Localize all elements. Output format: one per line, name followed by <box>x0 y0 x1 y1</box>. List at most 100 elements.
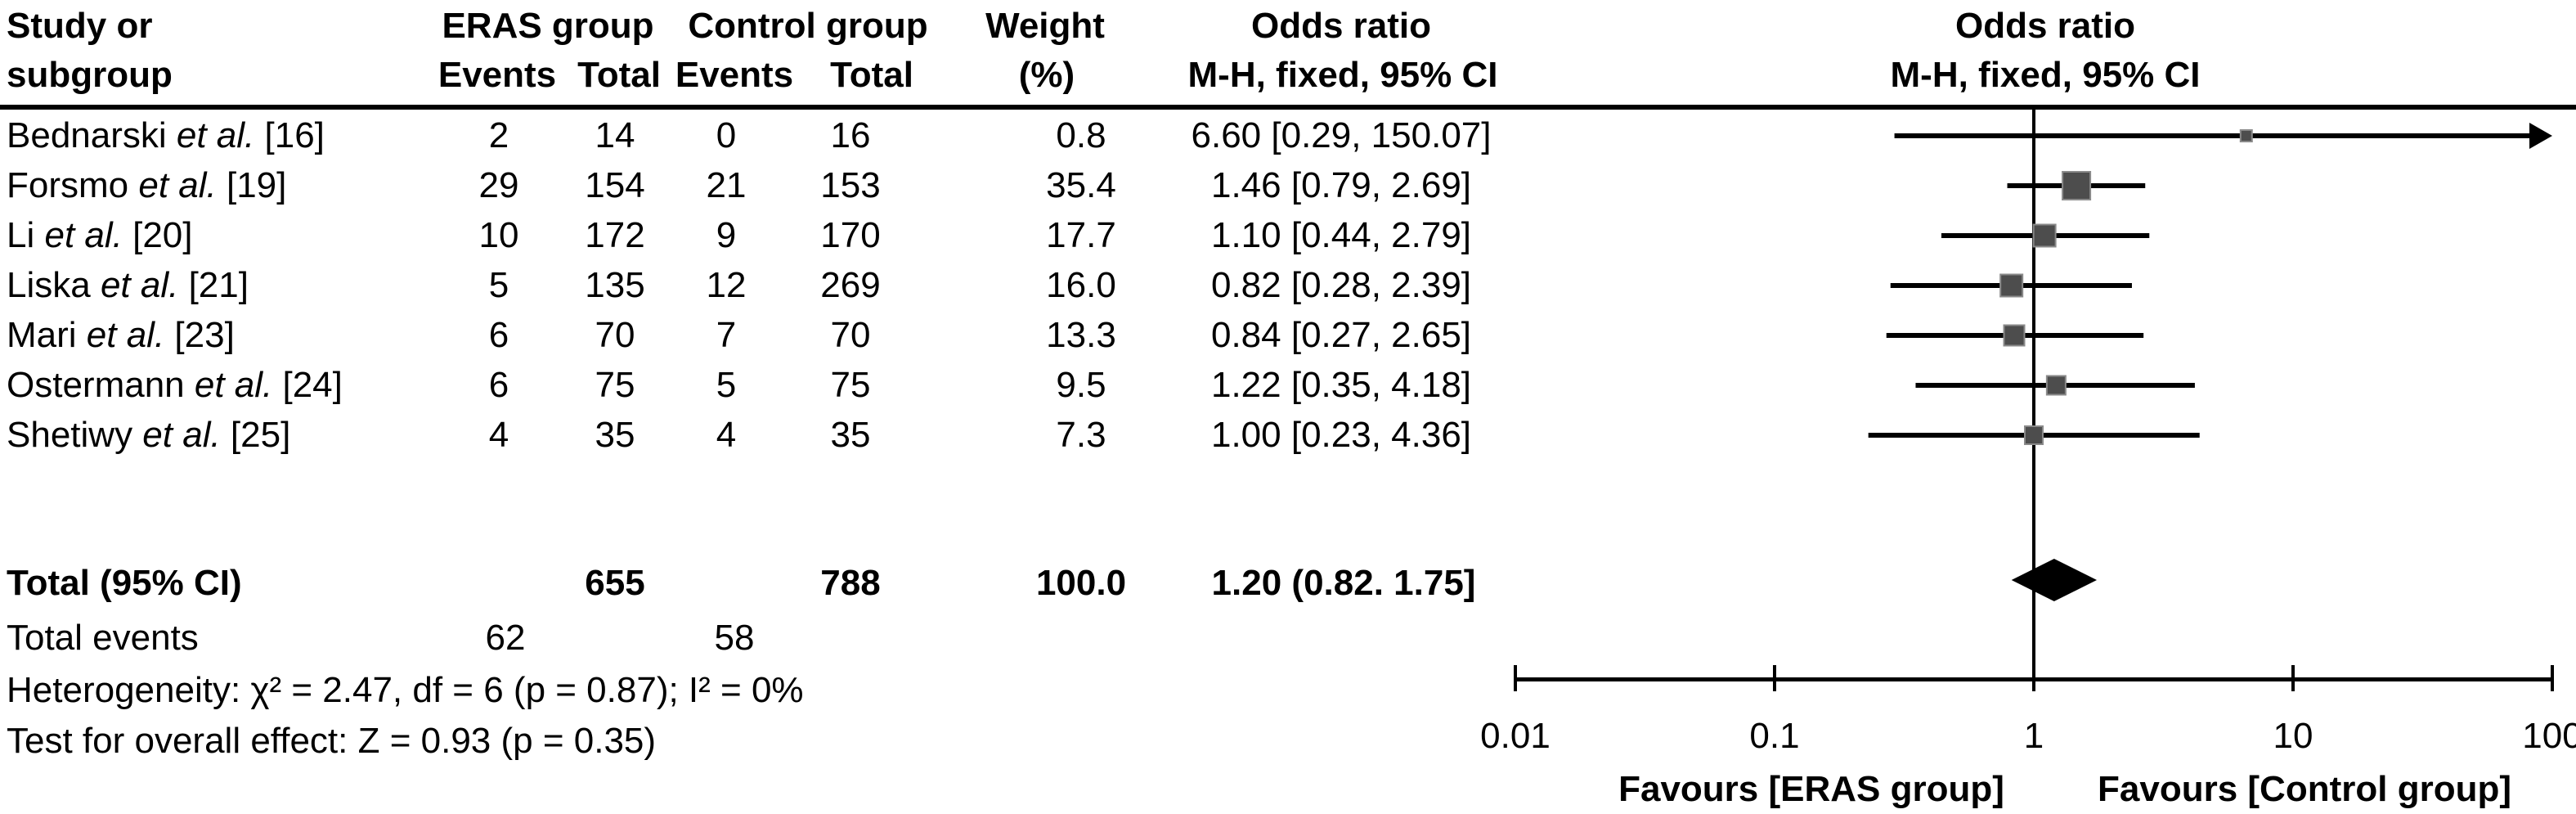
study-label: Shetiwy et al. [25] <box>7 414 290 456</box>
header-control-events: Events <box>675 55 794 95</box>
eras-total-cell: 154 <box>585 165 645 205</box>
control-events-cell: 21 <box>706 165 747 205</box>
study-label-part: Mari <box>7 315 87 355</box>
study-label-part: Liska <box>7 265 101 305</box>
or-point-marker <box>2045 375 2067 396</box>
heterogeneity-stat: Heterogeneity: χ² = 2.47, df = 6 (p = 0.… <box>7 670 804 710</box>
eras-events-cell: 2 <box>488 115 509 155</box>
study-label-part: et al. <box>100 265 179 305</box>
total-events-label: Total events <box>7 618 199 658</box>
header-plot-or-line1: Odds ratio <box>1954 6 2136 46</box>
study-label-part: [24] <box>272 365 343 405</box>
control-events-cell: 5 <box>716 365 737 405</box>
control-total-cell: 75 <box>830 365 871 405</box>
or-ci-cell: 0.82 [0.28, 2.39] <box>1210 265 1472 305</box>
header-eras-total: Total <box>577 55 661 95</box>
ci-line <box>1894 133 2531 138</box>
header-rule <box>0 105 2576 110</box>
study-label-part: [19] <box>216 165 287 205</box>
study-label-part: [21] <box>178 265 249 305</box>
summary-diamond <box>2011 559 2098 601</box>
axis-tick-label: 0.01 <box>1480 716 1551 756</box>
study-label-part: et al. <box>194 365 273 405</box>
study-label: Bednarski et al. [16] <box>7 115 325 157</box>
header-plot-or-line2: M-H, fixed, 95% CI <box>1890 55 2201 95</box>
eras-total-cell: 135 <box>585 265 645 305</box>
axis-tick-mark <box>2032 665 2035 691</box>
or-point-marker <box>2239 129 2253 142</box>
total-or-cell: 1.20 (0.82. 1.75] <box>1211 563 1476 603</box>
total-events-control-cell: 58 <box>714 618 755 658</box>
study-label: Li et al. [20] <box>7 214 193 257</box>
control-total-cell: 269 <box>820 265 881 305</box>
null-effect-line <box>2032 110 2035 679</box>
total-row-label: Total (95% CI) <box>7 563 242 603</box>
eras-events-cell: 29 <box>478 165 519 205</box>
control-events-cell: 12 <box>706 265 747 305</box>
eras-events-cell: 5 <box>488 265 509 305</box>
axis-tick-label: 1 <box>2023 716 2044 756</box>
eras-events-cell: 6 <box>488 315 509 355</box>
eras-total-cell: 14 <box>595 115 635 155</box>
eras-total-cell: 172 <box>585 215 645 255</box>
study-label: Liska et al. [21] <box>7 264 249 307</box>
eras-total-cell: 70 <box>595 315 635 355</box>
weight-cell: 35.4 <box>1046 165 1116 205</box>
control-total-cell: 153 <box>820 165 881 205</box>
weight-cell: 0.8 <box>1056 115 1106 155</box>
or-ci-cell: 6.60 [0.29, 150.07] <box>1191 115 1492 155</box>
or-point-marker <box>2032 223 2057 248</box>
or-ci-cell: 1.46 [0.79, 2.69] <box>1210 165 1472 205</box>
weight-cell: 7.3 <box>1056 415 1106 455</box>
study-label-part: [20] <box>122 215 193 255</box>
study-label-part: [16] <box>254 115 325 155</box>
study-label: Mari et al. [23] <box>7 314 235 357</box>
study-label-part: Shetiwy <box>7 415 143 455</box>
control-events-cell: 9 <box>716 215 737 255</box>
eras-total-cell: 35 <box>595 415 635 455</box>
study-label-part: et al. <box>86 315 165 355</box>
control-total-cell: 35 <box>830 415 871 455</box>
header-eras-events: Events <box>438 55 557 95</box>
study-label: Forsmo et al. [19] <box>7 164 286 207</box>
weight-cell: 16.0 <box>1046 265 1116 305</box>
study-label-part: et al. <box>138 165 217 205</box>
weight-cell: 9.5 <box>1056 365 1106 405</box>
total-eras-total-cell: 655 <box>585 563 645 603</box>
header-study-line2: subgroup <box>7 55 173 95</box>
header-control-total: Total <box>830 55 913 95</box>
weight-cell: 13.3 <box>1046 315 1116 355</box>
header-study-line1: Study or <box>7 6 153 46</box>
axis-tick-label: 100 <box>2522 716 2576 756</box>
or-ci-cell: 1.00 [0.23, 4.36] <box>1210 415 1472 455</box>
axis-tick-mark <box>2551 665 2554 691</box>
eras-events-cell: 10 <box>478 215 519 255</box>
header-control-group: Control group <box>688 6 928 46</box>
control-total-cell: 170 <box>820 215 881 255</box>
overall-effect-stat: Test for overall effect: Z = 0.93 (p = 0… <box>7 721 657 761</box>
header-or-line1: Odds ratio <box>1250 6 1432 46</box>
header-weight-line2: (%) <box>1018 55 1075 95</box>
study-label-part: [23] <box>164 315 235 355</box>
favours-left-label: Favours [ERAS group] <box>1618 769 2004 809</box>
or-point-marker <box>1999 273 2024 298</box>
header-or-line2: M-H, fixed, 95% CI <box>1187 55 1498 95</box>
control-events-cell: 0 <box>716 115 737 155</box>
or-point-marker <box>2024 425 2044 445</box>
control-events-cell: 7 <box>716 315 737 355</box>
study-label-part: Ostermann <box>7 365 195 405</box>
study-label-part: et al. <box>176 115 255 155</box>
study-label-part: [25] <box>220 415 291 455</box>
study-label-part: et al. <box>44 215 123 255</box>
eras-events-cell: 4 <box>488 415 509 455</box>
study-label-part: et al. <box>142 415 221 455</box>
weight-cell: 17.7 <box>1046 215 1116 255</box>
eras-events-cell: 6 <box>488 365 509 405</box>
axis-tick-mark <box>1773 665 1776 691</box>
axis-tick-label: 0.1 <box>1749 716 1800 756</box>
study-label-part: Li <box>7 215 45 255</box>
or-ci-cell: 1.22 [0.35, 4.18] <box>1210 365 1472 405</box>
study-label-part: Bednarski <box>7 115 177 155</box>
